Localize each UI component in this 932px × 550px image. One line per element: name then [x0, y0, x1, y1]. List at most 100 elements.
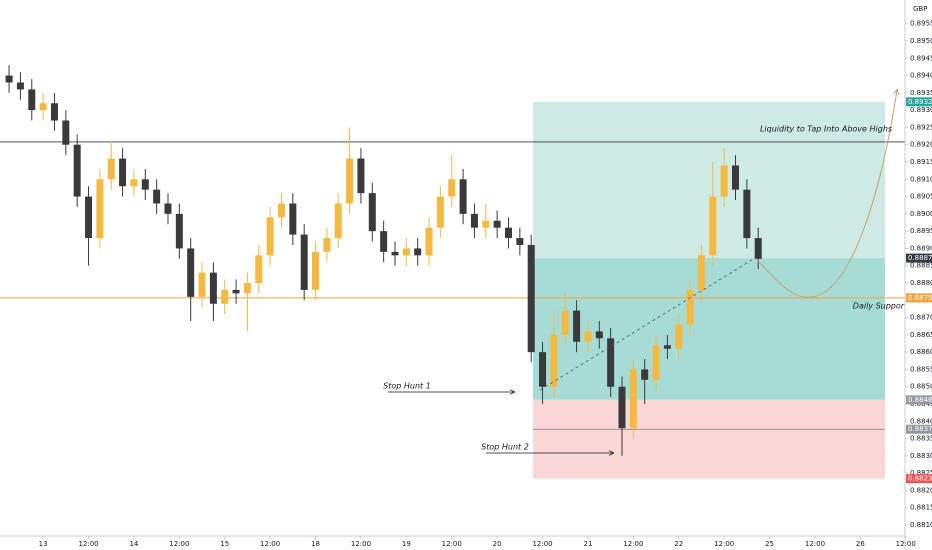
price-label-bg: [906, 293, 932, 303]
candle-body: [289, 203, 297, 235]
candle-body: [584, 331, 592, 342]
candle-body: [312, 251, 320, 290]
y-tick-label: 0.88350: [910, 435, 932, 443]
price-label: 0.88234: [908, 475, 932, 483]
x-tick-label: 21: [583, 540, 592, 548]
candle-body: [527, 244, 535, 353]
candle-body: [266, 217, 274, 256]
x-tick-label: 12:00: [532, 540, 552, 548]
candle-body: [709, 196, 717, 256]
x-tick-label: 12:00: [351, 540, 371, 548]
candle-body: [493, 220, 501, 228]
x-tick-label: 12:00: [805, 540, 825, 548]
annotation: Stop Hunt 2: [481, 443, 529, 452]
x-tick-label: 20: [493, 540, 502, 548]
y-tick-label: 0.88150: [910, 504, 932, 512]
x-tick-label: 25: [765, 540, 774, 548]
y-tick-label: 0.89250: [910, 123, 932, 131]
candle-body: [629, 369, 637, 429]
candle-body: [697, 255, 705, 290]
y-tick-label: 0.88850: [910, 262, 932, 270]
candle-body: [198, 272, 206, 297]
price-label: 0.88462: [908, 396, 932, 404]
price-label-bg: [906, 395, 932, 405]
candle-body: [539, 352, 547, 387]
price-label-bg: [906, 97, 932, 107]
candle-body: [243, 282, 251, 294]
y-tick-label: 0.89350: [910, 89, 932, 97]
candle-body: [368, 193, 376, 232]
candle-body: [16, 82, 24, 90]
candle-body: [153, 189, 161, 204]
y-tick-label: 0.89300: [910, 106, 932, 114]
currency-label: GBP: [913, 5, 927, 13]
y-tick-label: 0.89200: [910, 141, 932, 149]
candle-body: [504, 227, 512, 239]
candle-body: [85, 196, 93, 239]
y-tick-label: 0.88550: [910, 365, 932, 373]
candle-body: [652, 345, 660, 380]
candle-body: [448, 179, 456, 197]
candle-body: [380, 231, 388, 252]
projection-curve: [756, 90, 897, 298]
x-tick-label: 12:00: [896, 540, 916, 548]
candle-body: [107, 158, 115, 180]
y-tick-label: 0.88300: [910, 452, 932, 460]
price-axis-bg: [905, 0, 932, 550]
candle-body: [618, 386, 626, 429]
candle-body: [516, 238, 524, 245]
candle-body: [550, 334, 558, 387]
candle-body: [641, 369, 649, 380]
candle-body: [391, 251, 399, 256]
y-tick-label: 0.89100: [910, 175, 932, 183]
trend-dashed-line: [539, 257, 756, 391]
y-tick-label: 0.89450: [910, 54, 932, 62]
y-tick-label: 0.88650: [910, 331, 932, 339]
candle-body: [436, 196, 444, 228]
candle-body: [459, 179, 467, 214]
y-tick-label: 0.88500: [910, 383, 932, 391]
y-tick-label: 0.89550: [910, 20, 932, 28]
annotation: Stop Hunt 1: [383, 382, 431, 391]
x-tick-label: 15: [220, 540, 229, 548]
candle-body: [187, 248, 195, 297]
candle-body: [300, 234, 308, 290]
candle-body: [164, 203, 172, 214]
time-axis-bg: [0, 536, 905, 550]
candle-body: [675, 324, 683, 349]
candle-body: [119, 158, 127, 187]
price-label-bg: [906, 424, 932, 434]
price-label: 0.88377: [908, 425, 932, 433]
candle-body: [470, 213, 478, 228]
candle-body: [50, 103, 58, 121]
x-tick-label: 22: [674, 540, 683, 548]
x-tick-label: 19: [402, 540, 411, 548]
candle-body: [130, 179, 138, 187]
y-tick-label: 0.89400: [910, 72, 932, 80]
x-tick-label: 13: [39, 540, 48, 548]
candle-body: [743, 189, 751, 239]
annotation: Daily Support: [853, 302, 908, 311]
zone: [533, 399, 885, 479]
x-tick-label: 12:00: [260, 540, 280, 548]
price-label-bg: [906, 253, 932, 263]
annotation: Liquidity to Tap Into Above Highs: [760, 125, 892, 134]
candle-body: [686, 289, 694, 325]
x-tick-label: 14: [129, 540, 138, 548]
candle-body: [39, 103, 47, 111]
candle-body: [28, 89, 36, 111]
candle-body: [334, 203, 342, 239]
candle-body: [141, 179, 149, 190]
x-tick-label: 12:00: [442, 540, 462, 548]
candle-body: [482, 220, 490, 228]
candle-body: [73, 144, 81, 197]
y-tick-label: 0.88600: [910, 348, 932, 356]
candle-body: [357, 158, 365, 194]
candle-body: [221, 289, 229, 304]
zone: [533, 258, 885, 400]
zone: [533, 101, 885, 259]
candle-body: [62, 120, 70, 145]
candle-body: [595, 331, 603, 339]
candle-body: [573, 310, 581, 342]
